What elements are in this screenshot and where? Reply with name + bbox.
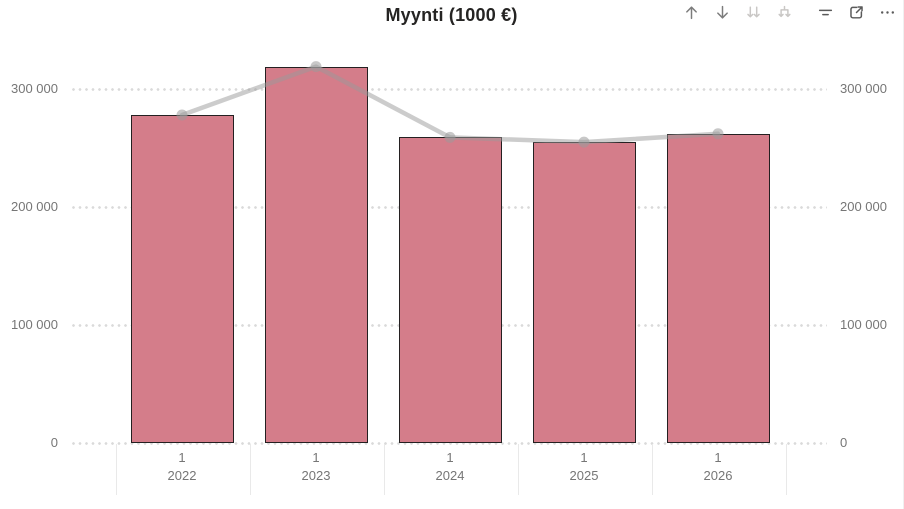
x-axis-year: 2025 (569, 468, 599, 483)
bar-2024[interactable] (398, 137, 502, 443)
x-axis-period: 1 (714, 450, 722, 465)
drill-next-level-icon[interactable] (744, 3, 763, 22)
x-axis-year: 2022 (167, 468, 197, 483)
x-axis-separator (517, 444, 519, 495)
y-axis-label-right: 200 000 (840, 199, 887, 214)
y-axis-label-left: 300 000 (11, 81, 58, 96)
x-axis-year: 2026 (703, 468, 733, 483)
x-axis-period: 1 (178, 450, 186, 465)
x-axis-label-2025: 1 2025 (524, 449, 644, 485)
bar-2025[interactable] (532, 142, 636, 443)
x-axis-period: 1 (580, 450, 588, 465)
more-options-icon[interactable] (878, 3, 897, 22)
y-axis-label-left: 0 (50, 435, 58, 450)
drill-down-icon[interactable] (713, 3, 732, 22)
line-path (179, 64, 721, 145)
expand-all-icon[interactable] (775, 3, 794, 22)
bar-2022[interactable] (130, 115, 234, 443)
x-axis-label-2023: 1 2023 (256, 449, 376, 485)
x-axis-label-2024: 1 2024 (390, 449, 510, 485)
x-axis-period: 1 (446, 450, 454, 465)
x-axis-label-2022: 1 2022 (122, 449, 242, 485)
y-axis-label-right: 0 (840, 435, 848, 450)
x-axis-separator (115, 444, 117, 495)
x-axis-period: 1 (312, 450, 320, 465)
focus-mode-icon[interactable] (847, 3, 866, 22)
x-axis-year: 2023 (301, 468, 331, 483)
y-axis-label-left: 200 000 (11, 199, 58, 214)
gridline-300000 (72, 87, 827, 91)
drill-up-icon[interactable] (682, 3, 701, 22)
x-axis-separator (651, 444, 653, 495)
x-axis-separator (383, 444, 385, 495)
chart-title: Myynti (1000 €) (385, 5, 518, 25)
x-axis-label-2026: 1 2026 (658, 449, 778, 485)
y-axis-label-right: 100 000 (840, 317, 887, 332)
filter-icon[interactable] (816, 3, 835, 22)
x-axis-separator (785, 444, 787, 495)
bar-2023[interactable] (264, 66, 368, 443)
gridline-0 (72, 441, 827, 445)
x-axis-separator (249, 444, 251, 495)
y-axis-label-right: 300 000 (840, 81, 887, 96)
x-axis-year: 2024 (435, 468, 465, 483)
y-axis-label-left: 100 000 (11, 317, 58, 332)
visual-header-toolbar (682, 3, 897, 22)
bar-2026[interactable] (666, 133, 770, 443)
